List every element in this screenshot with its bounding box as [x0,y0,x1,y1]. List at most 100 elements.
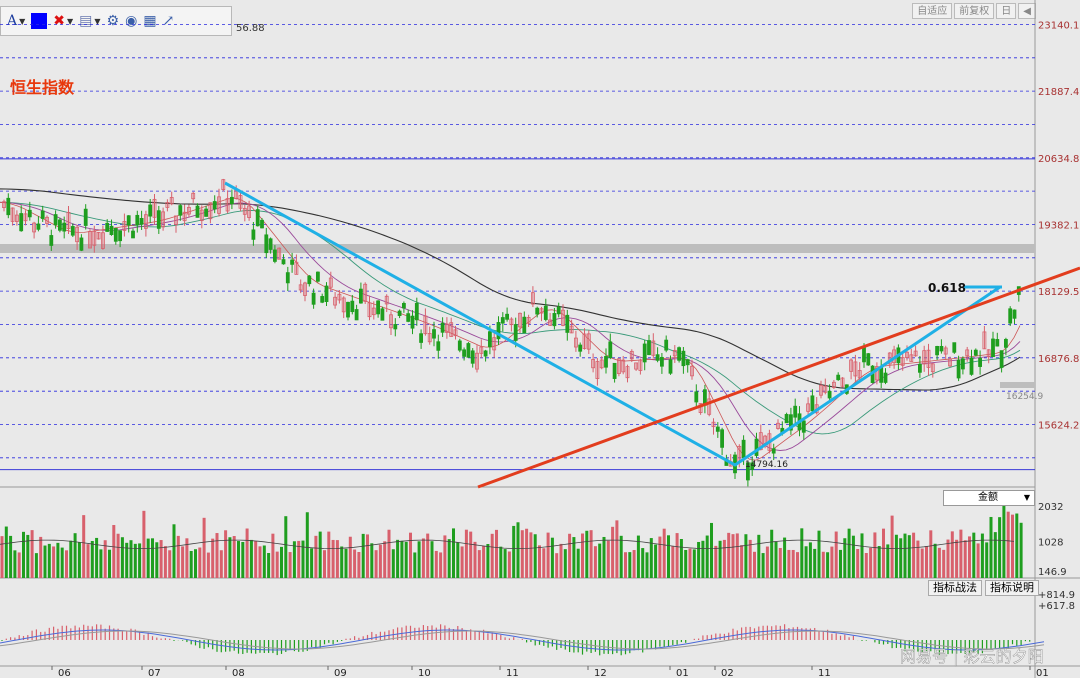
volume-bar [163,546,167,578]
candle [58,219,62,231]
volume-bar [305,512,309,578]
candle [569,325,574,334]
volume-bar [224,530,228,578]
candle [922,350,927,365]
collapse-button[interactable]: ◀ [1018,3,1036,19]
volume-bar [198,547,202,578]
candle [101,232,105,249]
color-swatch-icon[interactable] [31,13,48,29]
candle [986,349,991,358]
candle [586,333,591,350]
volume-bar [692,549,696,578]
candle [62,222,67,232]
red-trendline [477,266,1080,489]
volume-bar [787,549,791,578]
x-tick-label: 01 [676,668,689,678]
volume-bar [912,532,916,578]
volume-bar [387,529,391,578]
volume-type-select[interactable]: 金额 ▼ [943,490,1035,506]
candle [49,235,54,246]
bookmark-icon[interactable]: ▤ ▼ [79,13,101,29]
adjust-button[interactable]: 前复权 [954,3,995,19]
candle [32,222,36,233]
fib-label: 0.618 [928,281,966,295]
candle [668,359,673,374]
candle [83,208,88,226]
indicator-strategy-button[interactable]: 指标战法 [928,580,982,596]
volume-bar [219,550,223,578]
volume-bar [447,539,451,578]
font-icon[interactable]: A ▼ [7,13,26,29]
volume-bar [585,530,589,578]
volume-bar [744,534,748,578]
blue-trendline [224,181,1001,467]
volume-bar [254,541,258,578]
candle [225,198,230,212]
candle [715,426,720,432]
candle [393,324,398,330]
candle [479,346,484,354]
candle [621,359,626,373]
candle [96,231,101,240]
volume-bar [907,535,911,578]
volume-bar [409,532,412,578]
volume-bar [47,543,51,578]
volume-bar [925,546,928,578]
volume-bar [761,553,765,578]
volume-bar [404,541,408,578]
candle [156,210,161,229]
volume-bar [439,552,443,578]
candle [681,350,686,367]
volume-bar [146,538,150,578]
period-day-button[interactable]: 日 [996,3,1017,19]
candle [260,219,264,229]
volume-bar [619,535,623,578]
volume-bar [56,542,60,578]
price-axis: 23140.11 21887.47 20634.82 19382.18 18129.53… [1038,20,1080,431]
candle [612,362,617,379]
volume-bar [791,549,795,578]
volume-bar [237,541,240,578]
x-tick-label: 10 [418,668,431,678]
volume-bar [30,530,34,578]
volume-bar [73,533,77,578]
candle [758,432,763,451]
candle [625,366,630,379]
volume-bar [542,548,546,578]
volume-bar [327,531,331,578]
candle [948,358,952,367]
volume-bar [314,535,318,578]
delete-icon[interactable]: ✖ ▼ [53,13,74,29]
x-tick-label: 12 [594,668,607,678]
volume-bar [262,545,266,578]
candle [509,318,514,326]
price-tick-label: 23140.11 [1038,20,1080,31]
volume-bar [39,536,43,578]
settings-icon[interactable]: ⚙ [106,13,120,29]
auto-fit-button[interactable]: 自适应 [912,3,953,19]
volume-bar [43,545,47,578]
volume-bar [357,552,361,578]
volume-bar [529,532,533,578]
candle [500,317,505,324]
candle [707,398,712,415]
price-tick-label: 18129.53 [1038,287,1080,298]
eye-icon[interactable]: ◉ [125,13,138,29]
grid-icon[interactable]: ▦ [143,13,157,29]
indicator-help-button[interactable]: 指标说明 [985,580,1039,596]
volume-bar [576,548,580,578]
candle [440,322,445,333]
candle [2,201,6,208]
volume-bar [168,550,172,578]
candle [199,209,204,222]
share-icon[interactable]: ↗ [162,13,175,29]
candle [492,337,497,351]
volume-bar [1015,513,1019,578]
candle [711,421,716,428]
indicator-tick-label: +617.8 [1038,601,1075,612]
price-tick-label: 16876.89 [1038,354,1080,365]
candle [789,414,793,431]
volume-bar [512,525,516,578]
candle [268,238,273,250]
candle [303,282,307,296]
